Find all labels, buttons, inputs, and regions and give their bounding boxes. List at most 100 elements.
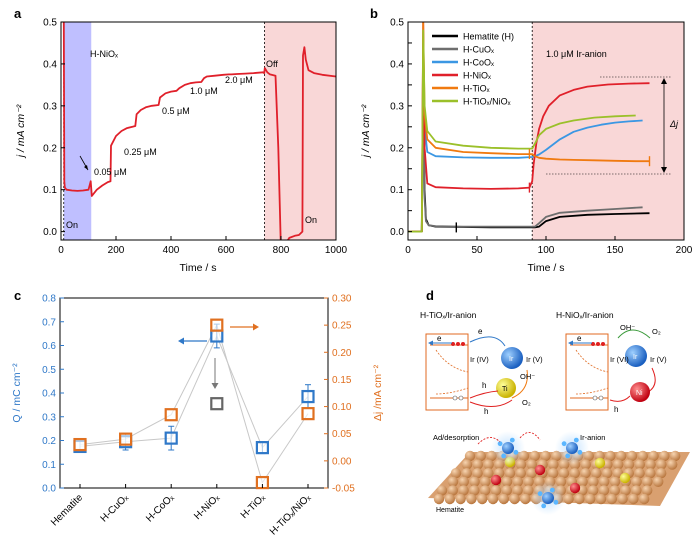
hematite-label: Hematite (436, 507, 464, 514)
data-point (164, 431, 178, 445)
legend: Hematite (H) H-CuOₓ H-CoOₓ H-NiOₓ H-TiOₓ H-Ti… (432, 32, 514, 107)
ir-anion-label: Ir-anion (580, 433, 605, 442)
electron-label-right: e (577, 334, 582, 343)
ir-label-right: Ir (633, 354, 638, 361)
y-tick-label: 0.4 (390, 59, 404, 70)
lattice-atom (605, 450, 616, 462)
y-axis-right: -0.05 0.00 0.05 0.10 0.15 0.20 0.25 0.30 (324, 294, 355, 495)
ligand-atom (577, 449, 583, 455)
lattice-atom (558, 468, 570, 479)
legend-entry: H-CuOₓ (463, 45, 494, 55)
lattice-atom (498, 493, 509, 505)
lattice-atom (483, 459, 494, 470)
lattice-atom (480, 476, 491, 487)
panel-letter-b: b (370, 6, 378, 21)
lattice-atom (648, 450, 659, 462)
lattice-atom (515, 459, 527, 470)
ir-vi-label-right: Ir (VI) (610, 355, 629, 364)
y2-tick-label: 0.10 (332, 402, 352, 413)
lattice-atom (523, 476, 534, 487)
plot-frame (60, 21, 337, 241)
lattice-atom (461, 459, 473, 470)
hematite-surface-illustration (428, 431, 690, 515)
y-tick-label: 0.1 (43, 185, 57, 196)
lattice-atom (606, 493, 617, 505)
lattice-atom (585, 493, 596, 505)
adsorption-arrow (519, 432, 541, 441)
ir-anion-molecule (566, 442, 578, 454)
lattice-atom (469, 476, 480, 487)
ti-label: Ti (502, 386, 508, 393)
ligand-atom (561, 441, 567, 447)
shaded-region (532, 22, 684, 240)
ligand-atom (497, 441, 503, 447)
x-tick-label: H-TiOₓ/NiOₓ (268, 492, 314, 538)
lattice-atom (628, 493, 639, 505)
lattice-atom (602, 468, 613, 479)
lattice-atom (659, 450, 670, 462)
o2-label-left: O₂ (522, 398, 531, 407)
x-axis: 0 50 100 150 200 (405, 236, 693, 256)
series-line (408, 104, 643, 233)
lattice-atom (653, 476, 664, 487)
lattice-atom (588, 485, 599, 496)
x-tick-label: 150 (607, 245, 624, 256)
data-point (301, 389, 315, 404)
left-axis-arrow-head (178, 337, 184, 345)
lattice-atom (458, 485, 469, 496)
annotation-h-niox: H-NiOₓ (90, 49, 118, 59)
y2-tick-label: 0.15 (332, 375, 352, 386)
hole-label-left-1: h (482, 381, 486, 390)
y-tick-label: 0.3 (43, 101, 57, 112)
lattice-atom (512, 476, 523, 487)
panel-b: b 0 50 100 150 200 0.0 0.1 0.2 0.3 0.4 0.5 Time /… (360, 6, 693, 274)
lattice-atom (639, 493, 650, 505)
lattice-atom (595, 493, 607, 505)
ligand-atom (565, 453, 571, 459)
annotation-0-5-um: 0.5 μM (162, 106, 190, 116)
lattice-atom (433, 493, 445, 505)
lattice-atom (490, 485, 502, 496)
ni-sphere (630, 382, 650, 402)
ligand-atom (541, 503, 547, 509)
x-tick-label: 50 (471, 245, 483, 256)
lattice-atom (634, 459, 645, 470)
lattice-atom (444, 493, 455, 505)
ligand-atom (513, 449, 519, 455)
y-axis-label: j / mA cm⁻² (360, 104, 372, 159)
lattice-atom (555, 476, 567, 487)
y-tick-label: 0.2 (42, 436, 56, 447)
y-tick-label: 0.4 (43, 59, 57, 70)
shaded-region (63, 22, 92, 240)
plot-area (73, 318, 315, 490)
diagram-right-title: H-NiOₓ/Ir-anion (556, 310, 614, 320)
dopant-atom (569, 482, 581, 494)
lattice-atom (466, 493, 477, 505)
data-point (210, 397, 224, 411)
lattice-atom (569, 468, 580, 479)
x-axis: Hematite H-CuOₓ H-CoOₓ H-NiOₓ H-TiOₓ H-TiOₓ/N… (49, 484, 314, 537)
x-tick-label: H-TiOₓ (239, 492, 268, 521)
legend-entry: H-TiOₓ (463, 84, 490, 94)
gray-arrow-head (211, 383, 219, 389)
y2-tick-label: 0.20 (332, 348, 352, 359)
y2-tick-label: 0.25 (332, 321, 352, 332)
x-tick-label: 600 (218, 245, 235, 256)
shaded-regions (63, 22, 336, 240)
annotation-on-left: On (66, 220, 78, 230)
lattice-atom (509, 493, 520, 505)
y2-tick-label: 0.00 (332, 456, 352, 467)
lattice-atom (598, 485, 610, 496)
x-tick-label: 200 (108, 245, 125, 256)
panel-a: a 0 200 400 600 800 1000 0.0 0.1 0.2 0.3 0.4 0.5 T… (14, 6, 348, 274)
lattice-atom (501, 476, 513, 487)
data-point (210, 318, 224, 332)
lattice-atom (540, 450, 551, 462)
y2-tick-label: 0.05 (332, 429, 352, 440)
plot-area (408, 22, 651, 233)
hole-label-right: h (614, 405, 618, 414)
lattice-atom (645, 468, 656, 479)
ir-v-label-left: Ir (V) (526, 355, 543, 364)
x-tick-label: H-CoOₓ (144, 492, 177, 525)
